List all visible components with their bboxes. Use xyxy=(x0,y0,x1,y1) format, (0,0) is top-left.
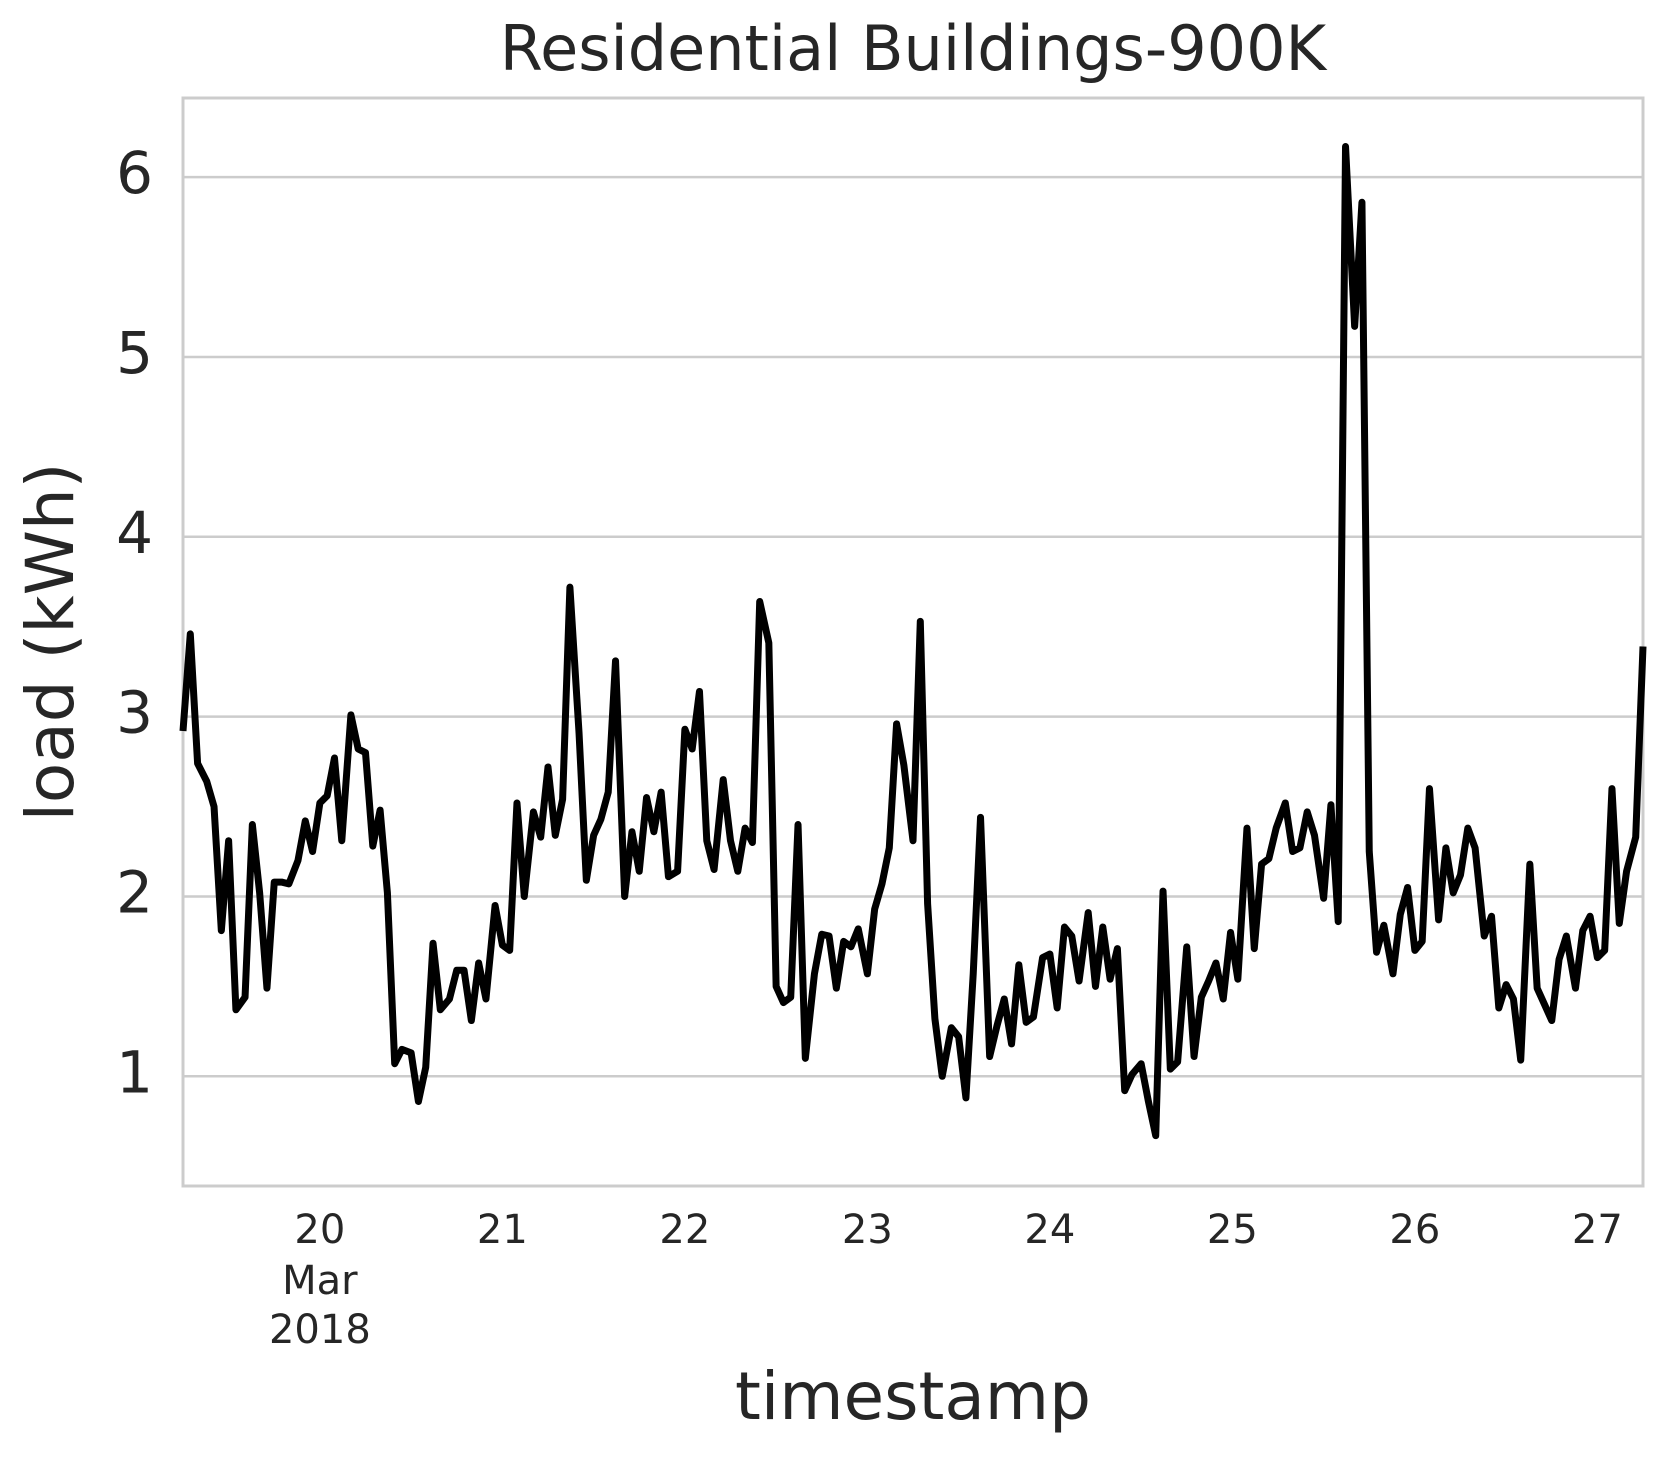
x-tick-label: 23 xyxy=(842,1207,893,1253)
x-tick-label: 25 xyxy=(1207,1207,1258,1253)
x-tick-year: 2018 xyxy=(269,1307,371,1353)
y-axis-label: load (kWh) xyxy=(12,463,89,822)
plot-frame xyxy=(181,96,1645,1188)
y-tick-label: 2 xyxy=(116,859,153,927)
y-tick-label: 6 xyxy=(116,139,153,207)
x-tick-label: 26 xyxy=(1389,1207,1440,1253)
data-line xyxy=(179,143,1647,1140)
x-tick-label: 20 xyxy=(294,1207,345,1253)
y-tick-label: 5 xyxy=(116,319,153,387)
y-tick-label: 1 xyxy=(116,1038,153,1106)
y-tick-label: 4 xyxy=(116,499,153,567)
x-tick-label: 21 xyxy=(477,1207,528,1253)
x-tick-label: 24 xyxy=(1024,1207,1075,1253)
y-tick-label: 3 xyxy=(116,679,153,747)
x-tick-label: 27 xyxy=(1572,1207,1623,1253)
x-axis-label: timestamp xyxy=(735,1358,1091,1435)
x-tick-month: Mar xyxy=(282,1258,358,1304)
x-tick-label: 22 xyxy=(659,1207,710,1253)
chart-title: Residential Buildings-900K xyxy=(500,12,1328,85)
